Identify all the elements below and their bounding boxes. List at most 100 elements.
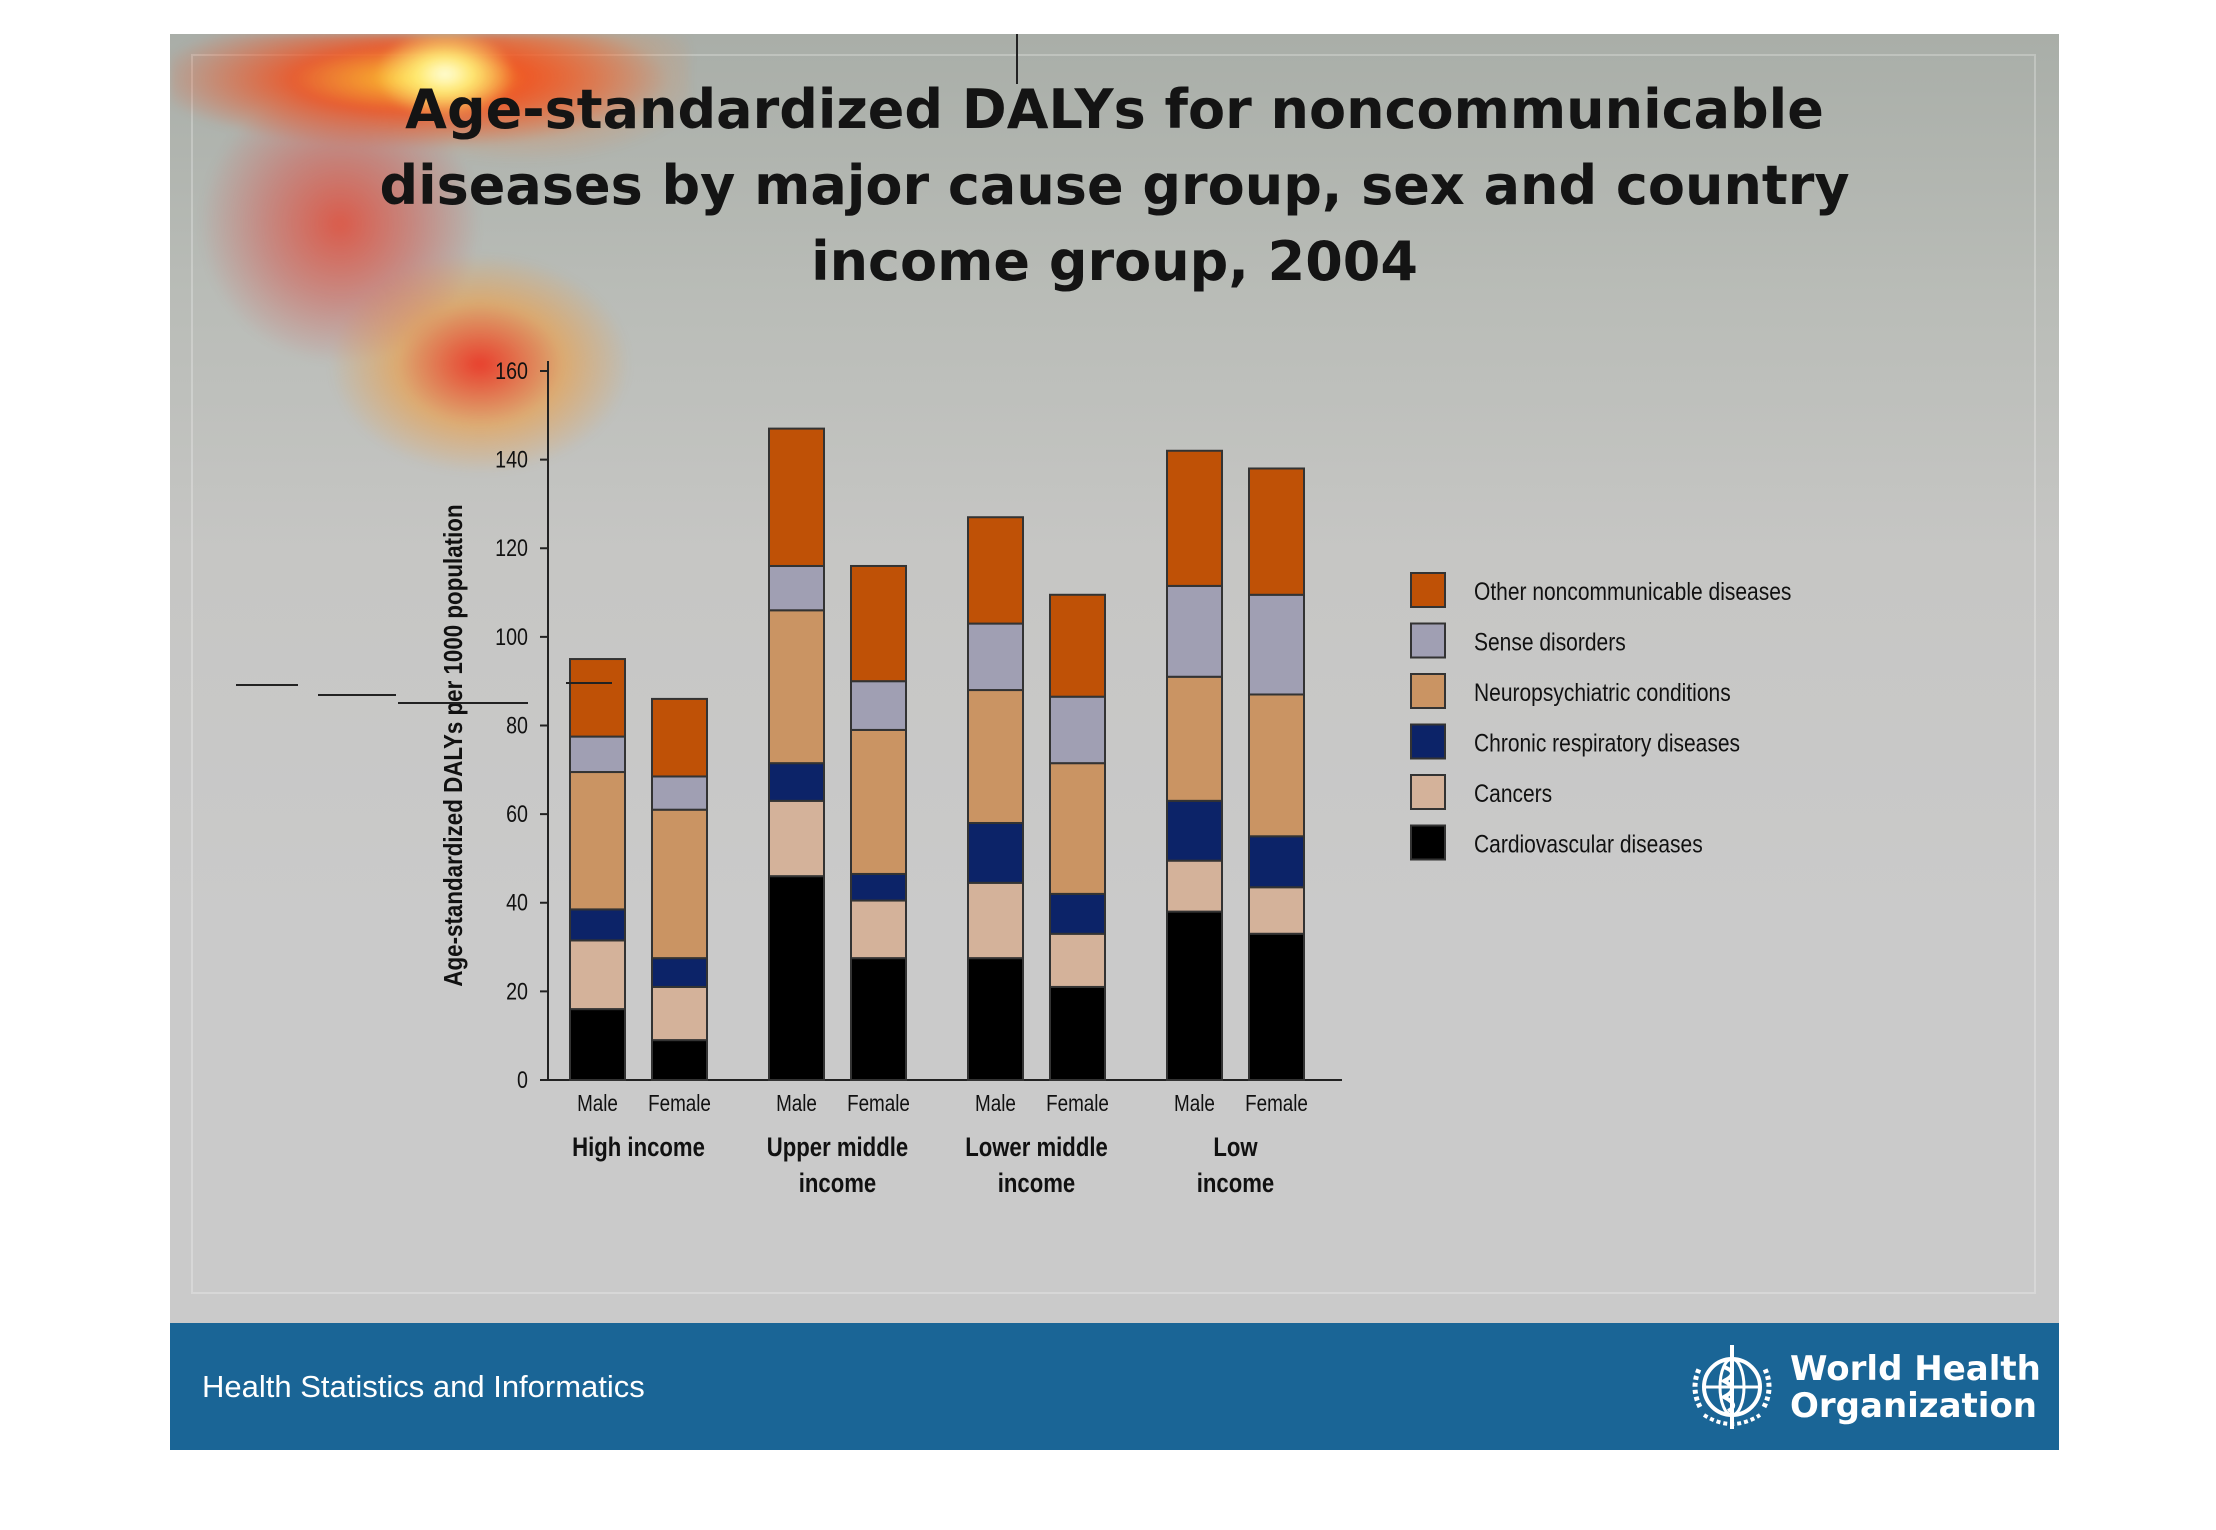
y-tick-label: 60 — [506, 800, 528, 827]
bar-segment-neuropsychiatric-conditions — [850, 728, 907, 875]
bar-segment-neuropsychiatric-conditions — [967, 689, 1024, 824]
bar-segment-sense-disorders — [967, 622, 1024, 692]
bar-segment-cardiovascular-diseases — [850, 957, 907, 1081]
legend-label: Chronic respiratory diseases — [1474, 729, 1740, 757]
slide-frame — [191, 54, 2036, 1294]
stacked-bar-chart: 0 20 40 60 80 100 120 140 160 Age-standardized DA… — [439, 357, 1791, 1199]
bar-segment-sense-disorders — [651, 775, 708, 811]
bar-segment-neuropsychiatric-conditions — [1049, 762, 1106, 895]
y-tick-label: 20 — [506, 978, 528, 1005]
bar-segment-cardiovascular-diseases — [1166, 910, 1223, 1081]
stray-line — [236, 684, 298, 686]
y-tick-label: 140 — [495, 446, 528, 473]
bar-segment-cancers — [569, 939, 626, 1011]
x-tick-label: Female — [847, 1091, 910, 1116]
y-tick-label: 80 — [506, 712, 528, 739]
group-label: High income — [572, 1133, 705, 1163]
legend-swatch — [1410, 774, 1446, 810]
bar-segment-chronic-respiratory-diseases — [768, 762, 825, 802]
y-tick-label: 40 — [506, 889, 528, 916]
legend-swatch — [1410, 572, 1446, 608]
x-tick-label: Female — [648, 1091, 711, 1116]
x-tick-label: Female — [1245, 1091, 1308, 1116]
x-tick-label: Male — [975, 1091, 1016, 1116]
legend: Other noncommunicable diseases Sense diso… — [1410, 572, 1791, 861]
y-tick-label: 160 — [495, 357, 528, 384]
y-tick-label: 0 — [517, 1066, 528, 1093]
stray-line — [566, 682, 612, 684]
bar-segment-neuropsychiatric-conditions — [1166, 675, 1223, 802]
x-tick-label: Male — [1174, 1091, 1215, 1116]
group-label: income — [998, 1169, 1075, 1199]
slide-title: Age-standardized DALYs for noncommunicab… — [379, 78, 1850, 293]
legend-label: Neuropsychiatric conditions — [1474, 678, 1731, 706]
bar-segment-other-noncommunicable-diseases — [1049, 593, 1106, 698]
stray-line — [1016, 34, 1018, 84]
bar-segment-neuropsychiatric-conditions — [569, 771, 626, 911]
bar-segment-other-noncommunicable-diseases — [850, 564, 907, 683]
bars — [569, 427, 1305, 1082]
bar-segment-cancers — [1166, 859, 1223, 913]
bar-segment-cardiovascular-diseases — [967, 957, 1024, 1081]
bar-segment-other-noncommunicable-diseases — [569, 658, 626, 738]
y-axis-title: Age-standardized DALYs per 1000 populati… — [439, 504, 468, 986]
footer-text: Health Statistics and Informatics — [202, 1369, 645, 1404]
bar-segment-cardiovascular-diseases — [569, 1008, 626, 1081]
bar-segment-other-noncommunicable-diseases — [768, 427, 825, 567]
bar-segment-sense-disorders — [850, 680, 907, 731]
bar-segment-chronic-respiratory-diseases — [1049, 892, 1106, 935]
bar-segment-cancers — [651, 985, 708, 1042]
bar-segment-chronic-respiratory-diseases — [569, 908, 626, 942]
bar-segment-cancers — [850, 899, 907, 960]
bar-segment-sense-disorders — [768, 564, 825, 612]
group-label: income — [799, 1169, 876, 1199]
bar-segment-neuropsychiatric-conditions — [768, 609, 825, 765]
x-tick-label: Female — [1046, 1091, 1109, 1116]
bar-segment-cancers — [1248, 886, 1305, 935]
bar-segment-other-noncommunicable-diseases — [1166, 449, 1223, 587]
bar-segment-sense-disorders — [1049, 695, 1106, 765]
legend-label: Sense disorders — [1474, 628, 1626, 656]
bar-segment-cancers — [967, 881, 1024, 960]
group-label: Lower middle — [965, 1133, 1108, 1163]
x-tick-label: Male — [776, 1091, 817, 1116]
bar-segment-sense-disorders — [569, 735, 626, 774]
footer-bar: Health Statistics and Informatics World … — [170, 1323, 2059, 1450]
legend-swatch — [1410, 622, 1446, 659]
bar-segment-other-noncommunicable-diseases — [1248, 467, 1305, 596]
bar-segment-neuropsychiatric-conditions — [651, 808, 708, 960]
bar-segment-other-noncommunicable-diseases — [651, 697, 708, 778]
bar-segment-cancers — [768, 799, 825, 878]
bar-segment-cardiovascular-diseases — [1248, 932, 1305, 1081]
stray-line — [398, 702, 528, 704]
group-label: income — [1197, 1169, 1274, 1199]
organization-name: World Health Organization — [1790, 1349, 2041, 1426]
bar-segment-cancers — [1049, 932, 1106, 988]
legend-swatch — [1410, 673, 1446, 709]
heatmap-overlay — [170, 34, 690, 504]
bar-segment-cardiovascular-diseases — [768, 875, 825, 1081]
bar-segment-chronic-respiratory-diseases — [1248, 835, 1305, 889]
stray-line — [318, 694, 396, 696]
bar-segment-sense-disorders — [1166, 584, 1223, 678]
group-label: Upper middle — [767, 1133, 908, 1163]
y-tick-label: 120 — [495, 534, 528, 561]
y-tick-label: 100 — [495, 623, 528, 650]
bar-segment-cardiovascular-diseases — [1049, 985, 1106, 1081]
bar-segment-chronic-respiratory-diseases — [651, 957, 708, 988]
bar-segment-chronic-respiratory-diseases — [1166, 799, 1223, 862]
bar-segment-neuropsychiatric-conditions — [1248, 693, 1305, 838]
legend-swatch — [1410, 723, 1446, 760]
who-emblem-icon — [1692, 1345, 1772, 1429]
legend-swatch — [1410, 824, 1446, 861]
bar-segment-other-noncommunicable-diseases — [967, 516, 1024, 625]
group-label: Low — [1213, 1133, 1258, 1163]
presentation-slide: Age-standardized DALYs for noncommunicab… — [170, 34, 2059, 1450]
legend-label: Cardiovascular diseases — [1474, 830, 1703, 858]
x-tick-label: Male — [577, 1091, 618, 1116]
bar-segment-chronic-respiratory-diseases — [967, 821, 1024, 884]
legend-label: Other noncommunicable diseases — [1474, 577, 1791, 605]
legend-label: Cancers — [1474, 779, 1552, 807]
bar-segment-cardiovascular-diseases — [651, 1039, 708, 1082]
bar-segment-chronic-respiratory-diseases — [850, 872, 907, 902]
